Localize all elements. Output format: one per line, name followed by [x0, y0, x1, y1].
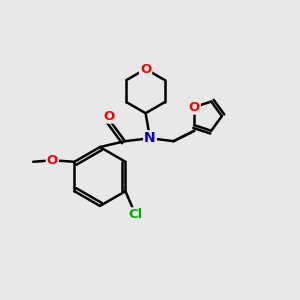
Text: O: O: [47, 154, 58, 167]
Text: O: O: [103, 110, 114, 123]
Text: N: N: [144, 131, 156, 145]
Text: Cl: Cl: [129, 208, 143, 221]
Text: O: O: [140, 62, 151, 76]
Text: O: O: [188, 100, 200, 114]
